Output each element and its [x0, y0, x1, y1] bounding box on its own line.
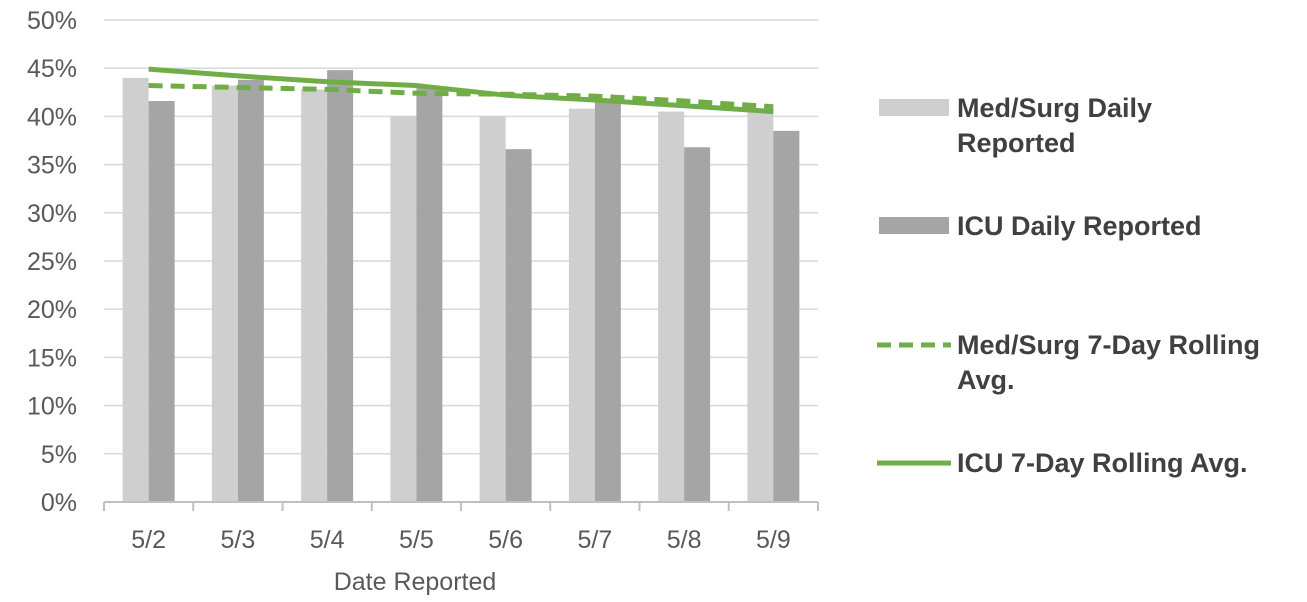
medsurg-daily-bar: [747, 111, 774, 502]
y-tick-label: 30%: [27, 200, 77, 228]
legend: Med/Surg Daily Reported ICU Daily Reported…: [877, 93, 1260, 478]
x-tick-label: 5/4: [310, 526, 345, 554]
x-tick-label: 5/7: [577, 526, 612, 554]
legend-label: ICU 7-Day Rolling Avg.: [957, 448, 1248, 478]
y-tick-label: 10%: [27, 393, 77, 421]
bars: [122, 70, 800, 503]
x-axis-title: Date Reported: [334, 568, 497, 596]
medsurg-daily-bar: [658, 111, 685, 502]
legend-icu-daily: ICU Daily Reported: [879, 211, 1202, 241]
rolling-average-lines: [148, 66, 774, 115]
y-tick-label: 5%: [41, 441, 77, 469]
medsurg-daily-bar: [568, 108, 595, 503]
legend-label: ICU Daily Reported: [957, 211, 1202, 241]
medsurg-daily-bar: [211, 85, 238, 502]
icu-daily-bar: [684, 147, 711, 503]
icu-daily-bar: [416, 87, 443, 502]
gridlines: [104, 19, 818, 455]
y-tick-label: 0%: [41, 489, 77, 517]
icu-daily-bar: [594, 100, 621, 502]
icu-daily-bar: [505, 149, 532, 502]
medsurg-daily-bar: [122, 77, 149, 502]
x-tick-label: 5/6: [488, 526, 523, 554]
y-tick-label: 50%: [27, 7, 77, 35]
y-tick-label: 40%: [27, 103, 77, 131]
y-tick-label: 20%: [27, 296, 77, 324]
x-tick-labels: 5/2 5/3 5/4 5/5 5/6 5/7 5/8 5/9: [131, 526, 791, 554]
y-tick-label: 35%: [27, 152, 77, 180]
icu-daily-bar: [237, 79, 264, 502]
y-tick-label: 15%: [27, 344, 77, 372]
axes: [103, 501, 819, 511]
medsurg-daily-bar: [390, 116, 417, 503]
y-tick-label: 45%: [27, 55, 77, 83]
icu-rolling-avg-line: [148, 66, 774, 115]
legend-swatch: [879, 217, 949, 234]
legend-swatch: [879, 99, 949, 116]
icu-daily-bar: [327, 70, 354, 503]
medsurg-daily-bar: [301, 89, 328, 503]
medsurg-daily-bar: [479, 116, 506, 503]
x-tick-label: 5/9: [756, 526, 791, 554]
y-tick-labels: 0% 5% 10% 15% 20% 25% 30% 35% 40% 45% 50%: [27, 7, 77, 517]
y-tick-label: 25%: [27, 248, 77, 276]
legend-label: Med/Surg Daily Reported: [957, 93, 1152, 158]
x-tick-label: 5/5: [399, 526, 434, 554]
legend-medsurg-rolling: Med/Surg 7-Day Rolling Avg.: [877, 330, 1260, 395]
x-tick-label: 5/3: [220, 526, 255, 554]
legend-medsurg-daily: Med/Surg Daily Reported: [879, 93, 1152, 158]
legend-icu-rolling: ICU 7-Day Rolling Avg.: [877, 448, 1248, 478]
icu-daily-bar: [773, 130, 800, 503]
icu-daily-bar: [148, 100, 175, 502]
x-tick-label: 5/2: [131, 526, 166, 554]
medsurg-rolling-avg-line: [148, 83, 774, 110]
x-tick-label: 5/8: [667, 526, 702, 554]
legend-label: Med/Surg 7-Day Rolling Avg.: [957, 330, 1260, 395]
